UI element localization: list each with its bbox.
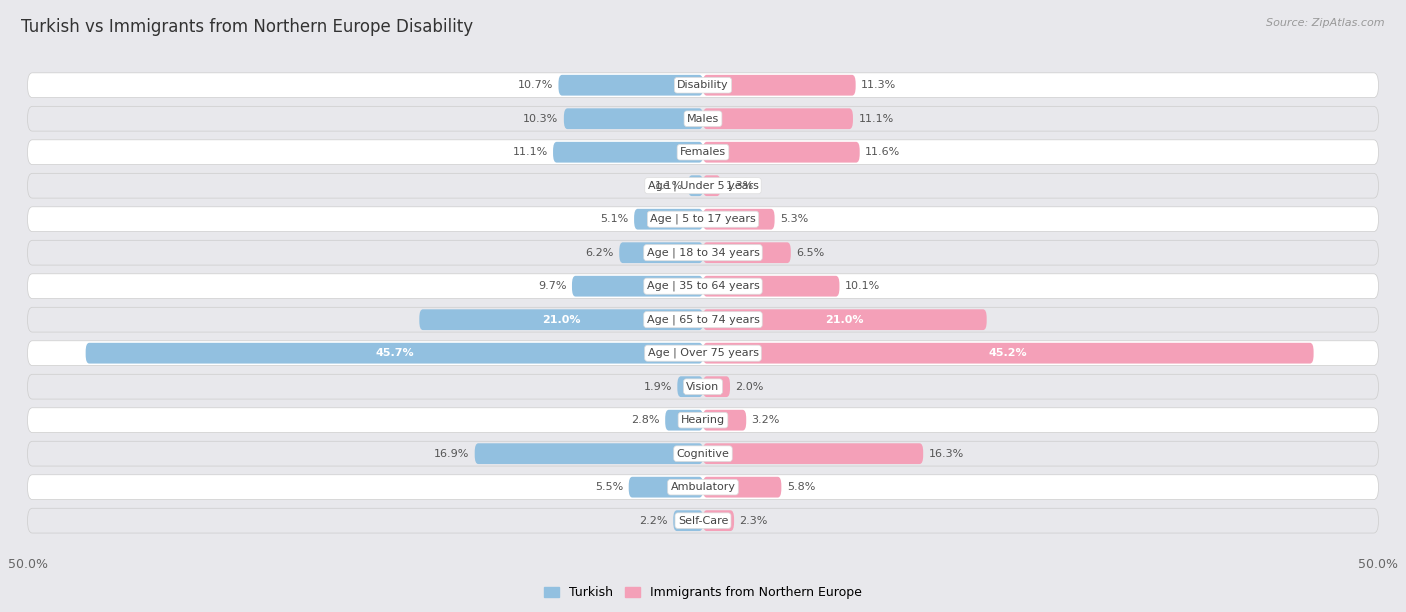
FancyBboxPatch shape	[703, 309, 987, 330]
Text: 11.1%: 11.1%	[858, 114, 894, 124]
Text: 10.1%: 10.1%	[845, 281, 880, 291]
Text: Age | 5 to 17 years: Age | 5 to 17 years	[650, 214, 756, 225]
Text: 10.3%: 10.3%	[523, 114, 558, 124]
FancyBboxPatch shape	[628, 477, 703, 498]
Text: 1.9%: 1.9%	[644, 382, 672, 392]
FancyBboxPatch shape	[86, 343, 703, 364]
Text: 16.9%: 16.9%	[434, 449, 470, 458]
FancyBboxPatch shape	[28, 173, 1378, 198]
Text: 5.5%: 5.5%	[595, 482, 623, 492]
FancyBboxPatch shape	[703, 108, 853, 129]
FancyBboxPatch shape	[665, 410, 703, 431]
FancyBboxPatch shape	[703, 443, 924, 464]
Text: Self-Care: Self-Care	[678, 516, 728, 526]
FancyBboxPatch shape	[703, 75, 856, 95]
FancyBboxPatch shape	[688, 175, 703, 196]
Legend: Turkish, Immigrants from Northern Europe: Turkish, Immigrants from Northern Europe	[544, 586, 862, 599]
FancyBboxPatch shape	[28, 475, 1378, 499]
Text: 2.8%: 2.8%	[631, 415, 659, 425]
Text: Age | 65 to 74 years: Age | 65 to 74 years	[647, 315, 759, 325]
Text: Vision: Vision	[686, 382, 720, 392]
Text: 21.0%: 21.0%	[825, 315, 865, 325]
Text: 21.0%: 21.0%	[541, 315, 581, 325]
Text: Females: Females	[681, 147, 725, 157]
Text: 5.3%: 5.3%	[780, 214, 808, 224]
FancyBboxPatch shape	[703, 376, 730, 397]
FancyBboxPatch shape	[28, 274, 1378, 299]
Text: 45.7%: 45.7%	[375, 348, 413, 358]
FancyBboxPatch shape	[673, 510, 703, 531]
FancyBboxPatch shape	[28, 408, 1378, 433]
FancyBboxPatch shape	[703, 343, 1313, 364]
Text: Hearing: Hearing	[681, 415, 725, 425]
Text: 3.2%: 3.2%	[752, 415, 780, 425]
Text: 6.2%: 6.2%	[585, 248, 614, 258]
Text: Age | 18 to 34 years: Age | 18 to 34 years	[647, 247, 759, 258]
FancyBboxPatch shape	[703, 209, 775, 230]
Text: Age | 35 to 64 years: Age | 35 to 64 years	[647, 281, 759, 291]
FancyBboxPatch shape	[28, 341, 1378, 365]
FancyBboxPatch shape	[703, 175, 720, 196]
FancyBboxPatch shape	[619, 242, 703, 263]
Text: 10.7%: 10.7%	[517, 80, 553, 90]
Text: 5.8%: 5.8%	[787, 482, 815, 492]
Text: 2.0%: 2.0%	[735, 382, 763, 392]
FancyBboxPatch shape	[28, 73, 1378, 98]
FancyBboxPatch shape	[703, 477, 782, 498]
FancyBboxPatch shape	[634, 209, 703, 230]
FancyBboxPatch shape	[28, 307, 1378, 332]
FancyBboxPatch shape	[419, 309, 703, 330]
Text: 1.3%: 1.3%	[725, 181, 754, 191]
FancyBboxPatch shape	[28, 106, 1378, 131]
Text: 11.6%: 11.6%	[865, 147, 900, 157]
FancyBboxPatch shape	[28, 508, 1378, 533]
FancyBboxPatch shape	[703, 510, 734, 531]
FancyBboxPatch shape	[558, 75, 703, 95]
Text: 16.3%: 16.3%	[928, 449, 965, 458]
FancyBboxPatch shape	[678, 376, 703, 397]
Text: Disability: Disability	[678, 80, 728, 90]
Text: Age | Under 5 years: Age | Under 5 years	[648, 181, 758, 191]
FancyBboxPatch shape	[703, 242, 790, 263]
Text: 6.5%: 6.5%	[796, 248, 824, 258]
Text: Males: Males	[688, 114, 718, 124]
Text: 1.1%: 1.1%	[654, 181, 683, 191]
Text: 45.2%: 45.2%	[988, 348, 1028, 358]
Text: Age | Over 75 years: Age | Over 75 years	[648, 348, 758, 359]
FancyBboxPatch shape	[28, 207, 1378, 231]
Text: 2.3%: 2.3%	[740, 516, 768, 526]
FancyBboxPatch shape	[564, 108, 703, 129]
FancyBboxPatch shape	[28, 441, 1378, 466]
FancyBboxPatch shape	[28, 241, 1378, 265]
Text: 9.7%: 9.7%	[538, 281, 567, 291]
Text: 11.3%: 11.3%	[860, 80, 896, 90]
Text: Source: ZipAtlas.com: Source: ZipAtlas.com	[1267, 18, 1385, 28]
Text: 5.1%: 5.1%	[600, 214, 628, 224]
FancyBboxPatch shape	[28, 140, 1378, 165]
Text: 2.2%: 2.2%	[640, 516, 668, 526]
Text: Cognitive: Cognitive	[676, 449, 730, 458]
FancyBboxPatch shape	[553, 142, 703, 163]
Text: Ambulatory: Ambulatory	[671, 482, 735, 492]
FancyBboxPatch shape	[703, 410, 747, 431]
Text: 11.1%: 11.1%	[512, 147, 548, 157]
FancyBboxPatch shape	[703, 276, 839, 297]
FancyBboxPatch shape	[28, 375, 1378, 399]
FancyBboxPatch shape	[572, 276, 703, 297]
FancyBboxPatch shape	[703, 142, 859, 163]
Text: Turkish vs Immigrants from Northern Europe Disability: Turkish vs Immigrants from Northern Euro…	[21, 18, 474, 36]
FancyBboxPatch shape	[475, 443, 703, 464]
